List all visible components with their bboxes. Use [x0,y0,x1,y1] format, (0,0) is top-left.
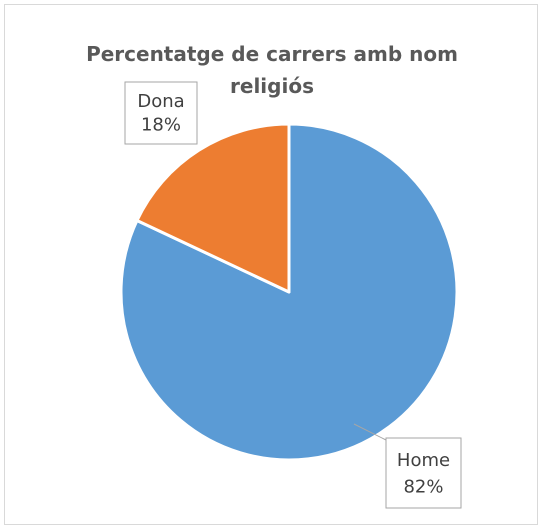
data-label-box-home [385,437,462,509]
data-label-category-home: Home [397,450,450,471]
data-label-value-home: 82% [403,477,443,498]
leader-line-home [353,423,387,441]
data-label-value-dona: 18% [141,114,181,135]
data-label-category-dona: Dona [137,91,184,112]
leader-lines [353,423,387,441]
pie-slice-home [119,122,459,462]
pie-slice-dona [135,122,291,294]
chart-title: Percentatge de carrers amb nom religiós [86,42,458,98]
data-label-box-dona [124,81,198,145]
pie-slices [119,122,459,462]
